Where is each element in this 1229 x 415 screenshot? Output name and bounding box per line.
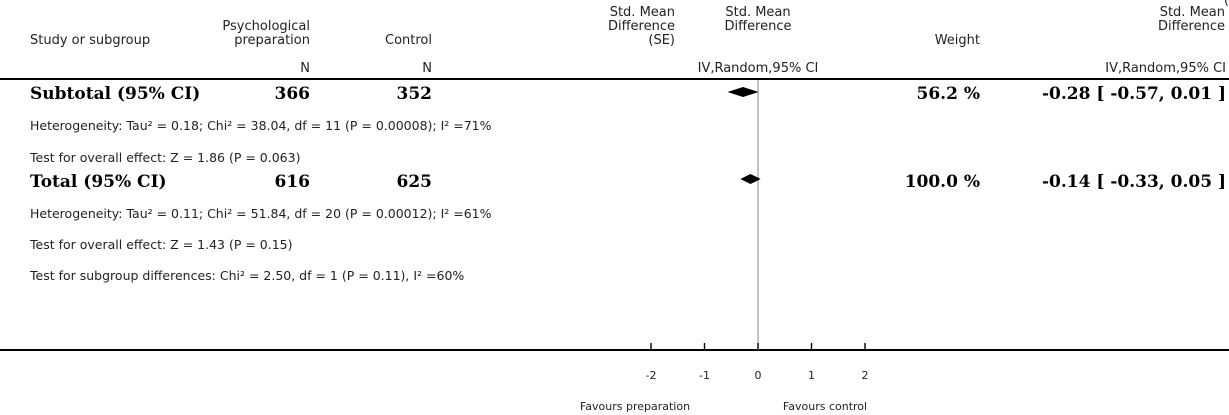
axis-tick-label: -1 xyxy=(699,369,710,382)
axis-tick-label: -2 xyxy=(646,369,657,382)
total-overall-effect: Test for overall effect: Z = 1.43 (P = 0… xyxy=(30,237,293,252)
subtotal-weight: 56.2 % xyxy=(916,84,980,104)
total-weight: 100.0 % xyxy=(904,172,980,192)
summary-diamond xyxy=(740,174,761,184)
col-header-exp: Psychological preparation xyxy=(222,19,310,48)
axis-tick-label: 0 xyxy=(755,369,762,382)
unit-ctrl: N xyxy=(422,61,432,76)
unit-plot: IV,Random,95% CI xyxy=(697,61,819,76)
unit-exp: N xyxy=(300,61,310,76)
header-rule xyxy=(0,78,1229,80)
subtotal-exp-n: 366 xyxy=(274,84,311,104)
col-header-smd-se: Std. Mean Difference (SE) xyxy=(607,5,675,48)
axis-tick-label: 2 xyxy=(862,369,869,382)
col-header-weight: Weight xyxy=(934,33,980,48)
col-header-effect: Std. Mean Difference xyxy=(1157,5,1225,34)
subtotal-overall-effect: Test for overall effect: Z = 1.86 (P = 0… xyxy=(30,150,301,165)
total-exp-n: 616 xyxy=(274,172,311,192)
total-ctrl-n: 625 xyxy=(396,172,433,192)
summary-diamond xyxy=(727,87,759,97)
axis-tick-label: 1 xyxy=(808,369,815,382)
favours-right-label: Favours control xyxy=(782,400,868,413)
subtotal-heterogeneity: Heterogeneity: Tau² = 0.18; Chi² = 38.04… xyxy=(30,118,492,133)
subtotal-label: Subtotal (95% CI) xyxy=(30,84,201,104)
col-header-study: Study or subgroup xyxy=(30,33,151,48)
favours-left-label: Favours preparation xyxy=(579,400,691,413)
unit-effect: IV,Random,95% CI xyxy=(1105,61,1226,76)
total-effect: -0.14 [ -0.33, 0.05 ] xyxy=(1041,172,1226,192)
subgroup-differences: Test for subgroup differences: Chi² = 2.… xyxy=(30,268,465,283)
subtotal-effect: -0.28 [ -0.57, 0.01 ] xyxy=(1041,84,1226,104)
bottom-rule xyxy=(0,349,1229,351)
col-header-plot: Std. Mean Difference xyxy=(724,5,792,34)
total-label: Total (95% CI) xyxy=(30,172,167,192)
subtotal-ctrl-n: 352 xyxy=(396,84,433,104)
header-fragment: ( xyxy=(1223,0,1229,8)
col-header-ctrl: Control xyxy=(385,33,432,48)
total-heterogeneity: Heterogeneity: Tau² = 0.11; Chi² = 51.84… xyxy=(30,206,492,221)
